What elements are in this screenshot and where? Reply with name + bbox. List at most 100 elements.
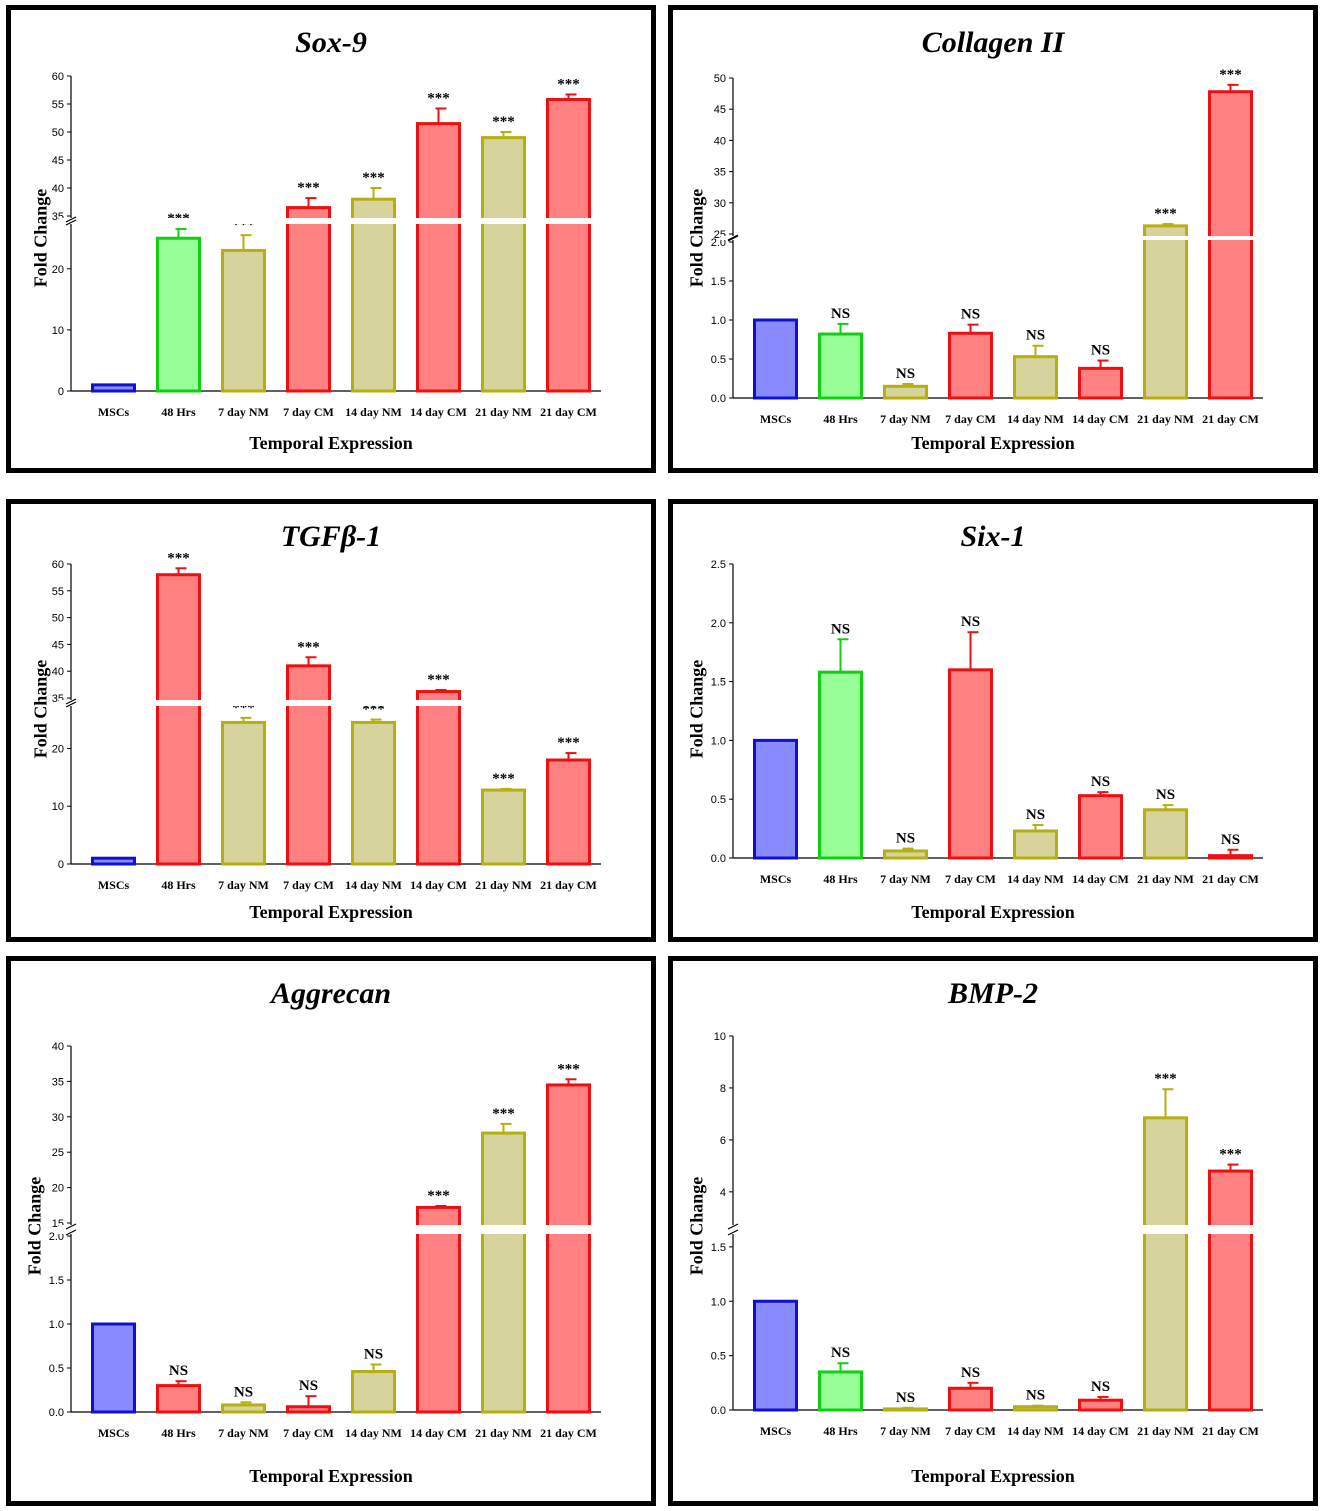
significance-label: *** — [557, 1061, 580, 1077]
x-tick-label: 7 day NM — [218, 1426, 269, 1440]
y-tick-label: 6 — [720, 1135, 726, 1147]
bar — [1078, 1398, 1123, 1412]
x-tick-label: 21 day NM — [1137, 1424, 1194, 1438]
y-tick-label: 20 — [52, 1183, 64, 1195]
significance-label: NS — [1091, 343, 1110, 359]
x-tick-label: 7 day NM — [880, 1424, 931, 1438]
axis-break-gap — [721, 236, 1265, 240]
significance-label: *** — [1154, 206, 1177, 222]
y-tick-label: 30 — [52, 1112, 64, 1124]
y-tick-label: 50 — [714, 73, 726, 85]
bar — [221, 1403, 266, 1414]
x-tick-label: 21 day NM — [475, 1426, 532, 1440]
collagen-ii-chart-panel: 0.0 0.5 1.0 1.5 2.0 25 30 35 40 45 50 MSCs NS 48 Hrs N… — [668, 5, 1318, 473]
significance-label: NS — [961, 1365, 980, 1381]
axis-break-gap — [59, 1225, 603, 1234]
significance-label: *** — [427, 90, 450, 106]
bar — [948, 331, 993, 400]
bar — [1208, 90, 1253, 400]
bar — [883, 384, 928, 400]
significance-label: *** — [492, 1106, 515, 1122]
y-tick-label: 55 — [52, 586, 64, 598]
bar — [1143, 808, 1188, 860]
significance-label: NS — [831, 306, 850, 322]
x-tick-label: 7 day NM — [880, 872, 931, 886]
significance-label: NS — [1221, 832, 1240, 848]
x-tick-label: 7 day NM — [880, 412, 931, 426]
axis-break-mark — [65, 1229, 77, 1236]
bar — [1013, 1405, 1058, 1412]
y-tick-label: 1.5 — [49, 1275, 64, 1287]
y-tick-label: 50 — [52, 613, 64, 625]
y-tick-label: 1.0 — [711, 735, 726, 747]
significance-label: *** — [1219, 67, 1242, 83]
y-axis-label: Fold Change — [30, 659, 51, 759]
y-tick-label: 0 — [58, 859, 64, 871]
bar — [883, 1407, 928, 1412]
axis-break-mark — [727, 1229, 739, 1236]
significance-label: NS — [1091, 774, 1110, 790]
significance-label: NS — [896, 366, 915, 382]
bar — [221, 248, 266, 393]
bar — [546, 758, 591, 866]
x-tick-label: 48 Hrs — [161, 878, 196, 892]
y-tick-label: 60 — [52, 559, 64, 571]
y-tick-label: 0 — [58, 386, 64, 398]
y-tick-label: 0.0 — [711, 1405, 726, 1417]
y-tick-label: 20 — [52, 743, 64, 755]
significance-label: *** — [557, 76, 580, 92]
y-tick-label: 40 — [52, 1041, 64, 1053]
x-tick-label: 48 Hrs — [823, 412, 858, 426]
bar — [1013, 355, 1058, 400]
significance-label: NS — [896, 1390, 915, 1406]
y-axis-label: Fold Change — [686, 188, 707, 288]
y-axis-label: Fold Change — [24, 1176, 45, 1276]
bar — [221, 720, 266, 866]
x-tick-label: 7 day CM — [945, 872, 996, 886]
bar — [1143, 224, 1188, 400]
y-tick-label: 35 — [52, 1076, 64, 1088]
y-tick-label: 0.0 — [49, 1407, 64, 1419]
x-axis-label: Temporal Expression — [249, 1466, 413, 1486]
y-tick-label: 10 — [52, 325, 64, 337]
x-tick-label: 21 day NM — [1137, 872, 1194, 886]
x-tick-label: MSCs — [760, 412, 792, 426]
y-tick-label: 1.0 — [49, 1319, 64, 1331]
x-tick-label: 14 day CM — [1072, 1424, 1129, 1438]
axis-break-mark — [65, 1223, 77, 1230]
bar — [753, 1299, 798, 1412]
y-tick-label: 10 — [52, 801, 64, 813]
significance-label: NS — [961, 307, 980, 323]
y-tick-label: 1.5 — [711, 1242, 726, 1254]
bar — [416, 690, 461, 866]
bar — [91, 1322, 136, 1414]
x-tick-label: 7 day NM — [218, 878, 269, 892]
x-tick-label: 21 day CM — [540, 878, 597, 892]
x-tick-label: 7 day CM — [945, 1424, 996, 1438]
y-tick-label: 40 — [714, 135, 726, 147]
bar — [156, 1384, 201, 1414]
x-tick-label: 14 day NM — [1007, 412, 1064, 426]
axis-break-gap — [721, 1225, 1265, 1234]
bmp2-chart-panel: 0.0 0.5 1.0 1.5 4 6 8 10 MSCs NS 48 Hrs NS 7 day NM N… — [668, 956, 1318, 1506]
axis-break-mark — [65, 701, 77, 708]
bar — [1143, 1116, 1188, 1412]
chart-title: Six-1 — [960, 520, 1026, 553]
bar — [351, 1370, 396, 1414]
bar — [818, 332, 863, 400]
significance-label: NS — [1026, 328, 1045, 344]
significance-label: NS — [831, 621, 850, 637]
aggrecan-chart-panel: 0.0 0.5 1.0 1.5 2.0 15 20 25 30 35 40 MSCs NS 48 Hrs N… — [6, 956, 656, 1506]
x-tick-label: MSCs — [760, 1424, 792, 1438]
y-tick-label: 60 — [52, 71, 64, 83]
y-tick-label: 35 — [714, 167, 726, 179]
y-axis-label: Fold Change — [30, 188, 51, 288]
x-tick-label: MSCs — [98, 878, 130, 892]
x-tick-label: 21 day NM — [1137, 412, 1194, 426]
significance-label: *** — [427, 672, 450, 688]
significance-label: NS — [299, 1378, 318, 1394]
significance-label: NS — [364, 1346, 383, 1362]
